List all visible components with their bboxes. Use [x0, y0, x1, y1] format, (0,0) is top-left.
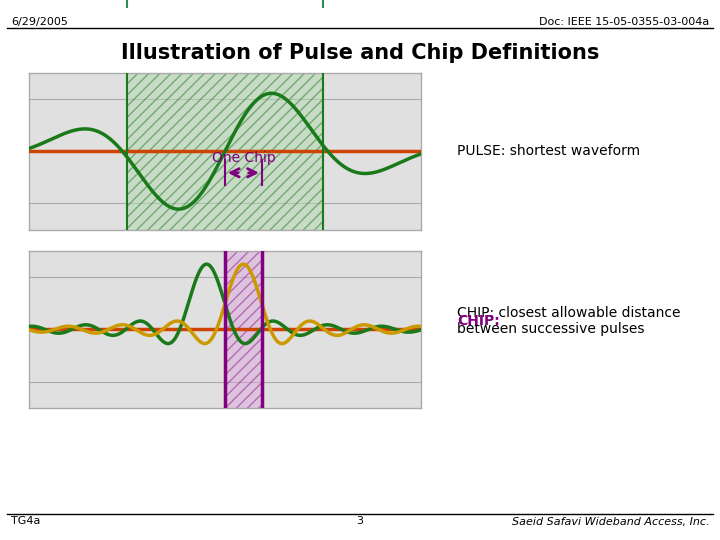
Text: 3: 3	[356, 516, 364, 526]
Text: PULSE: shortest waveform: PULSE: shortest waveform	[457, 144, 640, 158]
Text: CHIP: closest allowable distance
between successive pulses: CHIP: closest allowable distance between…	[457, 306, 680, 336]
Text: Illustration of Pulse and Chip Definitions: Illustration of Pulse and Chip Definitio…	[121, 43, 599, 63]
Text: CHIP:: CHIP:	[457, 314, 500, 328]
Text: One Chip: One Chip	[212, 151, 275, 165]
Text: Doc: IEEE 15-05-0355-03-004a: Doc: IEEE 15-05-0355-03-004a	[539, 17, 709, 28]
Text: Saeid Safavi Wideband Access, Inc.: Saeid Safavi Wideband Access, Inc.	[512, 516, 709, 526]
Bar	[225, 251, 262, 408]
Text: 6/29/2005: 6/29/2005	[11, 17, 68, 28]
Bar	[127, 73, 323, 230]
Text: TG4a: TG4a	[11, 516, 40, 526]
